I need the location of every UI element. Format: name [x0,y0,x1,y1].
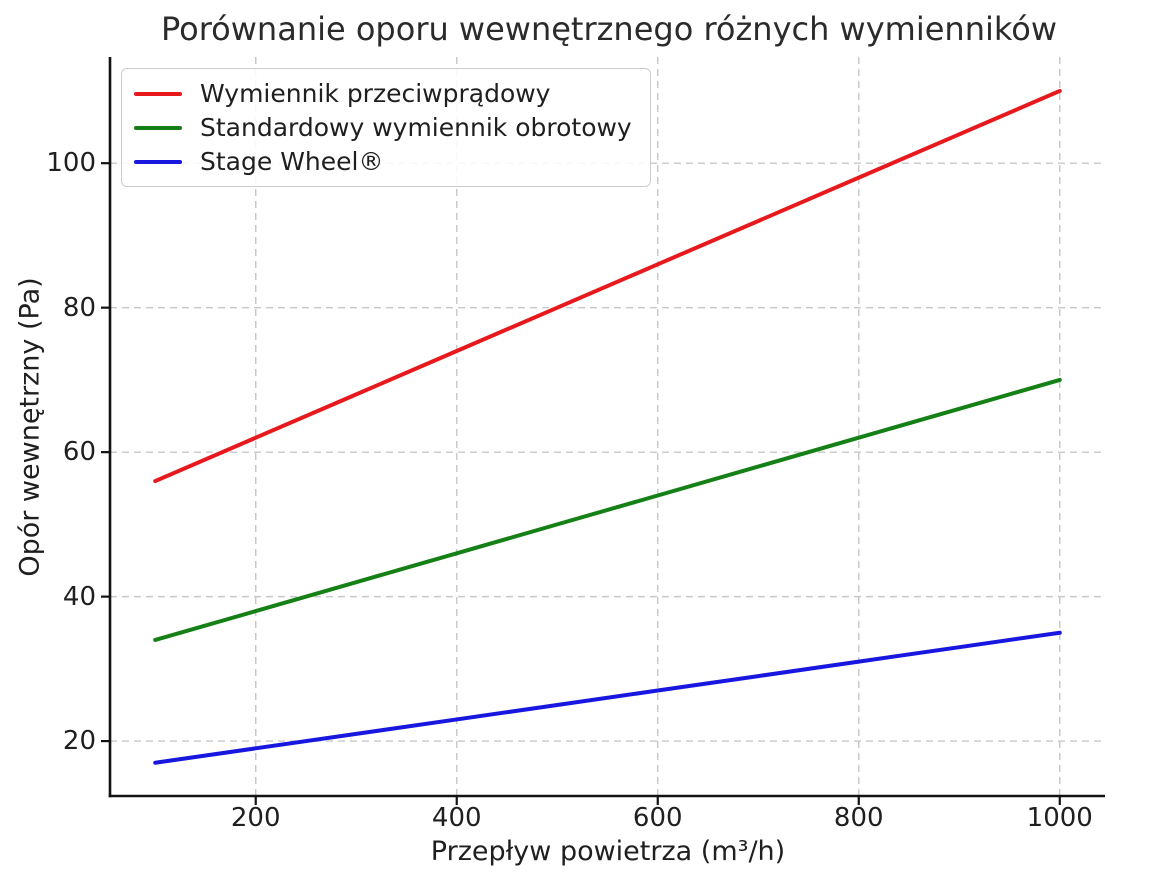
series-line-1 [153,377,1062,642]
chart-title: Porównanie oporu wewnętrznego różnych wy… [160,10,1057,48]
x-tick-label-400: 400 [431,803,482,833]
y-tick-label-40: 40 [62,581,96,612]
legend-line-sample-1 [134,125,182,130]
y-tick-label-80: 80 [62,292,96,323]
legend-label-1: Standardowy wymiennik obrotowy [200,113,632,142]
series-line-2 [153,630,1062,765]
legend-item-1: Standardowy wymiennik obrotowy [134,112,632,143]
x-tick-label-1000: 1000 [1026,803,1093,833]
legend-label-0: Wymiennik przeciwprądowy [200,79,551,108]
x-tick-label-200: 200 [230,803,281,833]
x-axis-label: Przepływ powietrza (m³/h) [430,836,786,867]
y-tick-label-20: 20 [62,726,96,757]
x-tick-label-600: 600 [632,803,683,833]
legend-item-0: Wymiennik przeciwprądowy [134,78,632,109]
series-line-0 [153,88,1062,484]
legend: Wymiennik przeciwprądowy Standardowy wymi… [121,68,651,187]
legend-line-sample-0 [134,91,182,96]
legend-line-sample-2 [134,159,182,164]
y-tick-label-100: 100 [46,148,96,179]
x-tick-label-800: 800 [833,803,884,833]
legend-label-2: Stage Wheel® [200,147,384,176]
y-tick-label-60: 60 [62,437,96,468]
legend-item-2: Stage Wheel® [134,146,632,177]
